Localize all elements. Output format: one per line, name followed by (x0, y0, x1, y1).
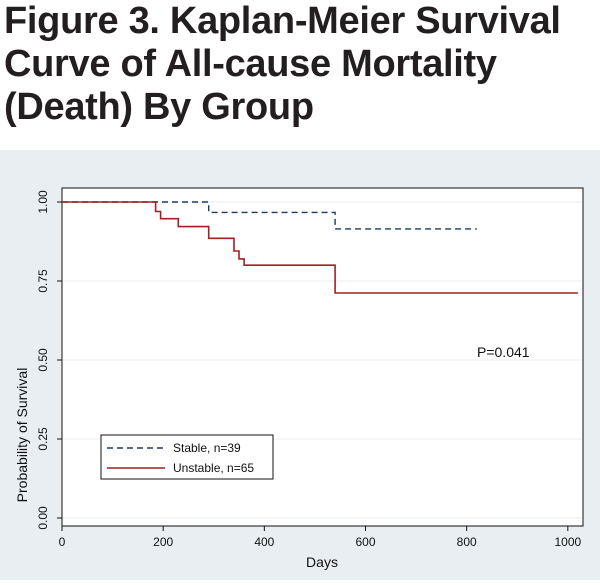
y-axis: 0.00 0.25 0.50 0.75 1.00 (36, 190, 62, 530)
x-tick-label: 800 (457, 535, 477, 549)
chart-container: 0.00 0.25 0.50 0.75 1.00 0 200 400 600 800 1000 P… (0, 150, 600, 580)
legend: Stable, n=39 Unstable, n=65 (100, 434, 274, 480)
y-tick-label: 0.75 (36, 269, 50, 293)
x-tick-label: 600 (355, 535, 375, 549)
x-tick-label: 1000 (554, 535, 581, 549)
legend-label-stable: Stable, n=39 (173, 441, 241, 455)
y-tick-label: 0.25 (36, 427, 50, 451)
stable-survival-curve (62, 201, 477, 230)
x-axis: 0 200 400 600 800 1000 (59, 526, 581, 549)
km-survival-chart: 0.00 0.25 0.50 0.75 1.00 0 200 400 600 800 1000 P… (0, 150, 600, 580)
y-tick-label: 1.00 (36, 190, 50, 214)
y-tick-label: 0.50 (36, 348, 50, 372)
x-axis-label: Days (306, 554, 338, 570)
y-axis-label: Probability of Survival (14, 368, 30, 503)
x-tick-label: 0 (59, 535, 66, 549)
x-tick-label: 400 (254, 535, 274, 549)
legend-box (100, 434, 274, 480)
y-tick-label: 0.00 (36, 506, 50, 530)
unstable-survival-curve (62, 201, 578, 294)
x-tick-label: 200 (153, 535, 173, 549)
series-lines (62, 201, 578, 294)
figure-title: Figure 3. Kaplan-Meier Survival Curve of… (4, 0, 561, 128)
p-value-annotation: P=0.041 (477, 344, 530, 360)
legend-label-unstable: Unstable, n=65 (173, 461, 254, 475)
